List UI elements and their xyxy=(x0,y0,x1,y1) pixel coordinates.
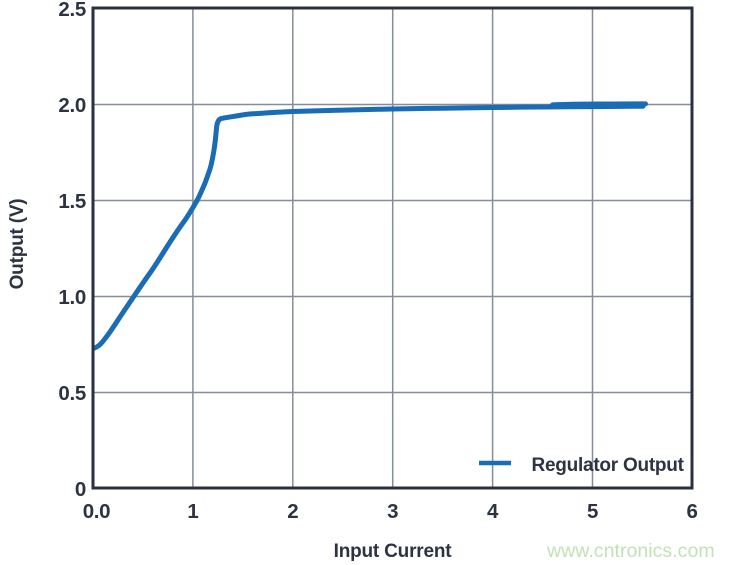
svg-text:1.5: 1.5 xyxy=(58,190,86,213)
svg-text:4: 4 xyxy=(487,500,499,523)
svg-text:3: 3 xyxy=(387,500,398,523)
svg-text:5: 5 xyxy=(587,500,598,523)
svg-text:2.5: 2.5 xyxy=(58,0,86,21)
svg-text:1: 1 xyxy=(187,500,198,523)
svg-text:2: 2 xyxy=(287,500,298,523)
svg-text:Output (V): Output (V) xyxy=(7,199,28,290)
svg-text:Regulator Output: Regulator Output xyxy=(532,455,685,476)
svg-text:1.0: 1.0 xyxy=(58,286,86,309)
svg-text:0.5: 0.5 xyxy=(58,382,86,405)
svg-text:0: 0 xyxy=(75,478,86,501)
svg-text:2.0: 2.0 xyxy=(58,94,86,117)
svg-text:0.0: 0.0 xyxy=(83,500,111,523)
svg-text:www.cntronics.com: www.cntronics.com xyxy=(546,540,715,562)
svg-text:6: 6 xyxy=(686,500,697,523)
svg-text:Input Current: Input Current xyxy=(334,541,453,562)
